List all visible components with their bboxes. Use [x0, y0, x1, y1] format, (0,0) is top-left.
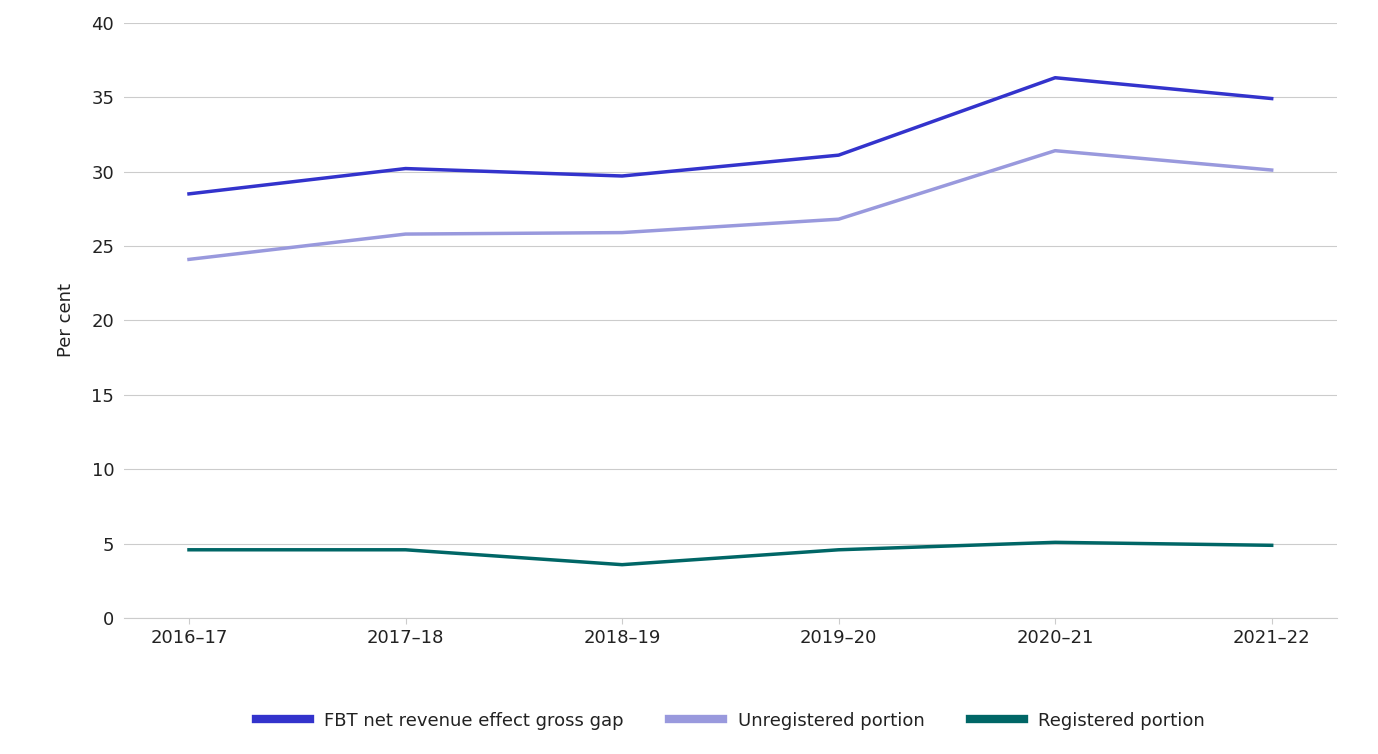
Unregistered portion [181, 255, 197, 264]
FBT net revenue effect gross gap [1264, 94, 1280, 103]
Registered portion [831, 545, 847, 554]
FBT net revenue effect gross gap [831, 151, 847, 160]
Registered portion [1047, 538, 1064, 547]
FBT net revenue effect gross gap [1047, 73, 1064, 82]
FBT net revenue effect gross gap [181, 189, 197, 198]
FBT net revenue effect gross gap [613, 171, 630, 180]
Registered portion [181, 545, 197, 554]
Legend: FBT net revenue effect gross gap, Unregistered portion, Registered portion: FBT net revenue effect gross gap, Unregi… [248, 705, 1213, 737]
Registered portion [1264, 541, 1280, 550]
Unregistered portion [1264, 166, 1280, 175]
Unregistered portion [397, 229, 413, 238]
Y-axis label: Per cent: Per cent [56, 284, 74, 357]
Line: Unregistered portion: Unregistered portion [189, 151, 1272, 259]
Unregistered portion [1047, 146, 1064, 155]
Line: Registered portion: Registered portion [189, 542, 1272, 565]
Unregistered portion [831, 215, 847, 224]
Registered portion [397, 545, 413, 554]
Registered portion [613, 560, 630, 569]
Line: FBT net revenue effect gross gap: FBT net revenue effect gross gap [189, 78, 1272, 194]
FBT net revenue effect gross gap [397, 164, 413, 173]
Unregistered portion [613, 228, 630, 237]
